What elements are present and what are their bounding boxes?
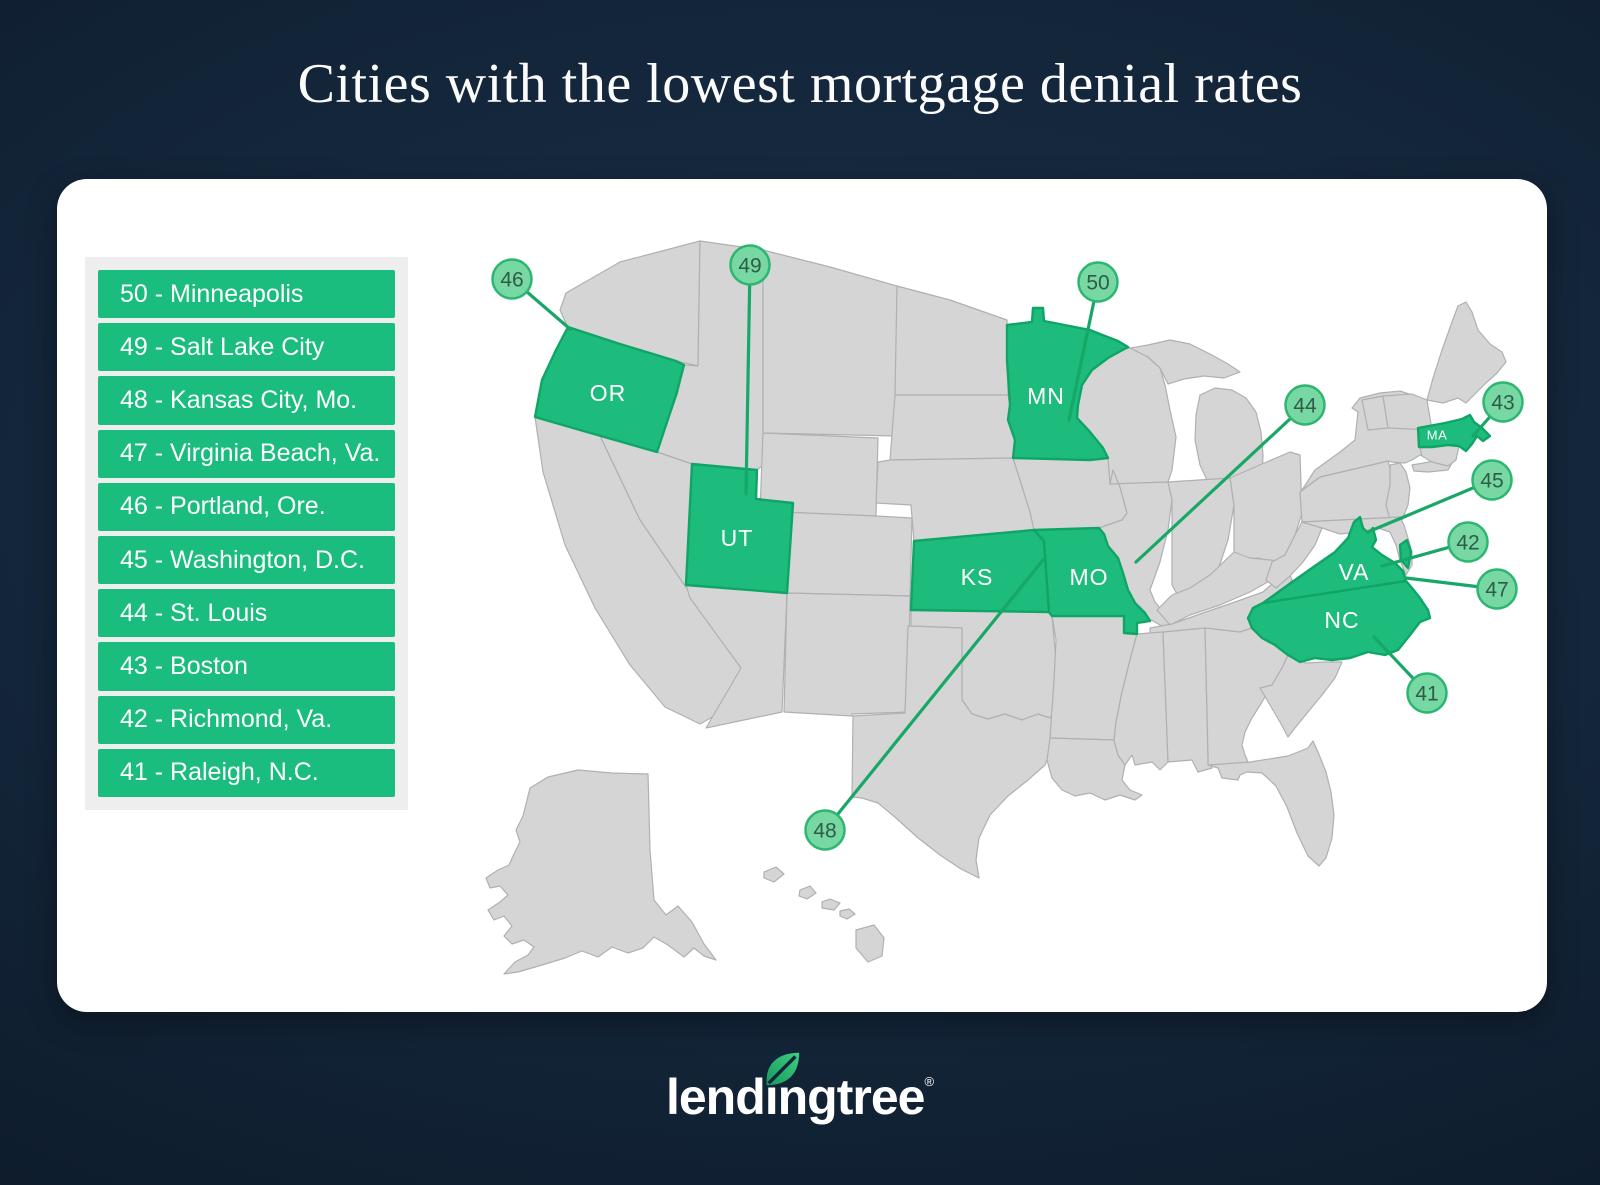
callout-circle-49	[729, 244, 771, 286]
state-label-ma: MA	[1427, 428, 1448, 443]
lendingtree-logo: lendıngtree®	[665, 1052, 935, 1126]
callout-41: 41	[1406, 672, 1448, 714]
callout-50: 50	[1077, 261, 1119, 303]
callout-circle-41	[1406, 672, 1448, 714]
state-label-mo: MO	[1069, 564, 1108, 590]
state-label-mn: MN	[1027, 383, 1065, 409]
callout-number: 48	[813, 819, 836, 842]
state-ca	[534, 416, 743, 725]
state-nd	[894, 285, 1009, 396]
ranking-row: 50 - Minneapolis	[98, 270, 395, 319]
map-callout-lines	[510, 263, 1505, 832]
state-label-ut: UT	[721, 525, 754, 551]
state-hi	[763, 866, 885, 963]
state-wv	[1265, 521, 1323, 589]
map-background-states	[485, 240, 1507, 975]
ranking-row: 46 - Portland, Ore.	[98, 482, 395, 532]
ranking-row: 45 - Washington, D.C.	[98, 536, 395, 585]
ranking-row: 49 - Salt Lake City	[98, 323, 395, 372]
state-mi-upper	[1099, 339, 1241, 385]
map-highlighted-states	[533, 306, 1492, 664]
logo-wordmark: lendıngtree	[665, 1069, 925, 1125]
state-me	[1426, 301, 1507, 404]
callout-line-49	[744, 263, 752, 496]
callout-45: 45	[1471, 459, 1513, 501]
callout-circle-47	[1476, 568, 1518, 610]
leaf-icon	[766, 1052, 800, 1086]
ranking-row: 41 - Raleigh, N.C.	[98, 748, 395, 798]
state-label-ks: KS	[961, 564, 994, 590]
state-nm	[783, 592, 911, 717]
callout-number: 45	[1480, 469, 1503, 492]
ranking-row: 42 - Richmond, Va.	[98, 695, 395, 744]
callout-number: 46	[500, 268, 523, 291]
callout-42: 42	[1447, 521, 1489, 563]
state-ak	[485, 769, 717, 975]
callout-number: 47	[1485, 578, 1508, 601]
callout-circle-42	[1447, 521, 1489, 563]
callout-line-44	[1134, 403, 1307, 564]
state-nh	[1382, 393, 1433, 431]
callout-circle-48	[804, 809, 846, 851]
callout-44: 44	[1284, 384, 1326, 426]
state-sc	[1259, 654, 1343, 738]
callout-number: 50	[1086, 271, 1109, 294]
ranking-row: 44 - St. Louis	[98, 589, 395, 638]
callout-number: 49	[738, 254, 761, 277]
state-mt	[762, 249, 898, 437]
callout-line-45	[1366, 478, 1494, 534]
callout-number: 43	[1491, 391, 1514, 414]
callout-line-50	[1067, 280, 1100, 422]
state-label-va: VA	[1339, 559, 1370, 585]
callout-circle-50	[1077, 261, 1119, 303]
ranking-row: 47 - Virginia Beach, Va.	[98, 429, 395, 478]
callout-circle-43	[1482, 381, 1524, 423]
ranking-row: 48 - Kansas City, Mo.	[98, 376, 395, 425]
page-title: Cities with the lowest mortgage denial r…	[297, 53, 1303, 115]
ranking-row: 43 - Boston	[98, 642, 395, 691]
state-mn	[1005, 306, 1130, 462]
state-ut	[684, 462, 795, 595]
state-or	[533, 325, 686, 454]
state-label-or: OR	[590, 380, 627, 406]
callout-circle-46	[491, 258, 533, 300]
callout-circle-45	[1471, 459, 1513, 501]
callout-number: 41	[1415, 682, 1438, 705]
registered-trademark: ®	[924, 1074, 935, 1089]
callout-48: 48	[804, 809, 846, 851]
ranking-list: 50 - Minneapolis 49 - Salt Lake City 48 - …	[85, 257, 408, 810]
state-label-nc: NC	[1324, 607, 1359, 633]
callout-47: 47	[1476, 568, 1518, 610]
callout-49: 49	[729, 244, 771, 286]
callout-number: 42	[1456, 531, 1479, 554]
state-nc	[1246, 579, 1432, 664]
state-sd	[889, 394, 1016, 461]
state-ma	[1416, 413, 1492, 453]
callout-46: 46	[491, 258, 533, 300]
callout-number: 44	[1293, 394, 1317, 417]
callout-line-48	[823, 558, 1045, 832]
state-ms	[1113, 631, 1169, 771]
state-tx	[851, 625, 1055, 879]
map-state-labels: OR UT MN KS MO MA VA NC	[590, 380, 1448, 633]
state-al	[1162, 627, 1213, 773]
map-callout-markers: 46 49 50 44 43 45 42 47 41 48	[491, 244, 1524, 851]
state-mo	[1032, 526, 1152, 636]
state-fl	[1207, 740, 1335, 867]
callout-circle-44	[1284, 384, 1326, 426]
callout-43: 43	[1482, 381, 1524, 423]
